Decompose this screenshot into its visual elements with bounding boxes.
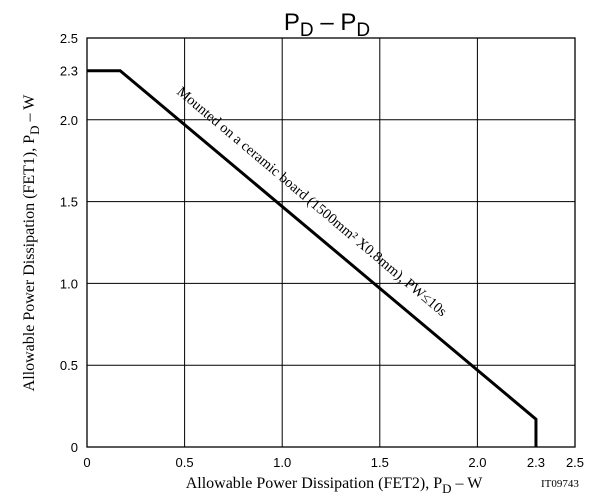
- y-tick-label: 2.0: [60, 113, 78, 128]
- y-tick-labels: 0 0.5 1.0 1.5 2.0 2.3 2.5: [60, 31, 78, 455]
- x-tick-label: 1.0: [273, 455, 291, 470]
- plot-frame: [86, 37, 576, 448]
- x-axis-label: Allowable Power Dissipation (FET2), PD –…: [186, 475, 484, 496]
- x-tick-label: 2.5: [566, 455, 584, 470]
- x-tick-label: 2.3: [527, 455, 545, 470]
- x-tick-label: 0.5: [176, 455, 194, 470]
- y-tick-label: 1.5: [60, 195, 78, 210]
- x-tick-label: 1.5: [371, 455, 389, 470]
- y-tick-label: 0.5: [60, 358, 78, 373]
- figure-id: IT09743: [541, 478, 579, 490]
- y-tick-label: 1.0: [60, 276, 78, 291]
- y-tick-label: 2.3: [60, 64, 78, 79]
- grid: [87, 38, 575, 447]
- chart-title: PD – PD: [284, 9, 370, 41]
- x-tick-label: 0: [83, 455, 90, 470]
- x-tick-labels: 0 0.5 1.0 1.5 2.0 2.3 2.5: [83, 455, 584, 470]
- x-tick-label: 2.0: [468, 455, 486, 470]
- series-line: [87, 69, 538, 447]
- y-tick-label: 2.5: [60, 31, 78, 46]
- y-axis-label: Allowable Power Dissipation (FET1), PD –…: [21, 94, 42, 392]
- y-tick-label: 0: [71, 440, 78, 455]
- series-group: [87, 69, 538, 447]
